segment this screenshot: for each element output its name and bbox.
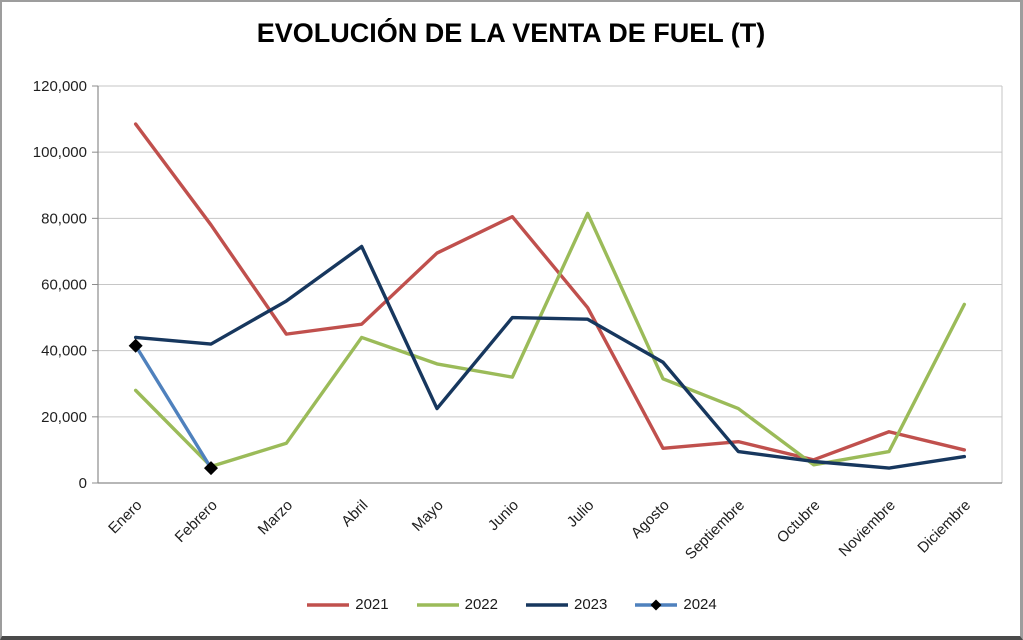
- x-axis-label: Agosto: [628, 497, 673, 542]
- legend-item-2023: 2023: [524, 596, 607, 613]
- legend-swatch-2022: [416, 602, 459, 607]
- x-axis-label: Octubre: [774, 497, 824, 547]
- legend-swatch-2023: [526, 602, 568, 607]
- legend-label-2021: 2021: [355, 596, 389, 613]
- marker-diamond-2024: [204, 461, 218, 476]
- y-axis-label: 120,000: [33, 78, 87, 95]
- legend-item-2022: 2022: [415, 596, 498, 613]
- legend-marker-diamond: [650, 599, 662, 610]
- y-axis-label: 100,000: [33, 144, 87, 161]
- legend-swatch-2021: [307, 602, 350, 607]
- x-axis-label: Febrero: [172, 497, 221, 546]
- y-axis-label: 80,000: [41, 210, 87, 227]
- y-axis-label: 0: [79, 475, 87, 492]
- x-axis-label: Enero: [105, 497, 145, 537]
- legend-swatch-2024: [635, 599, 678, 610]
- x-axis-label: Mayo: [409, 497, 447, 535]
- x-axis-label: Junio: [485, 497, 522, 534]
- legend-item-2024: 2024: [633, 596, 717, 613]
- x-axis-label: Marzo: [255, 497, 296, 538]
- chart-legend: 2021 2022 2023 2024: [2, 596, 1020, 613]
- x-axis-label: Septiembre: [682, 497, 748, 563]
- series-line-2023: [133, 244, 967, 470]
- legend-label-2023: 2023: [574, 596, 608, 613]
- chart-title: EVOLUCIÓN DE LA VENTA DE FUEL (T): [256, 18, 766, 48]
- legend-item-2021: 2021: [305, 596, 389, 613]
- legend-label-2024: 2024: [683, 596, 717, 613]
- marker-diamond-2024: [128, 338, 143, 353]
- y-axis-label: 40,000: [41, 343, 87, 360]
- series-line-2024: [133, 344, 213, 470]
- x-axis-label: Diciembre: [914, 497, 974, 557]
- y-axis-label: 20,000: [41, 409, 87, 426]
- series-line-2021: [133, 122, 967, 462]
- y-axis-label: 60,000: [41, 277, 87, 294]
- legend-label-2022: 2022: [464, 596, 498, 613]
- x-axis-label: Julio: [564, 497, 598, 531]
- x-axis-label: Abril: [338, 497, 371, 530]
- x-axis-label: Noviembre: [836, 497, 899, 560]
- series-line-2022: [133, 211, 967, 469]
